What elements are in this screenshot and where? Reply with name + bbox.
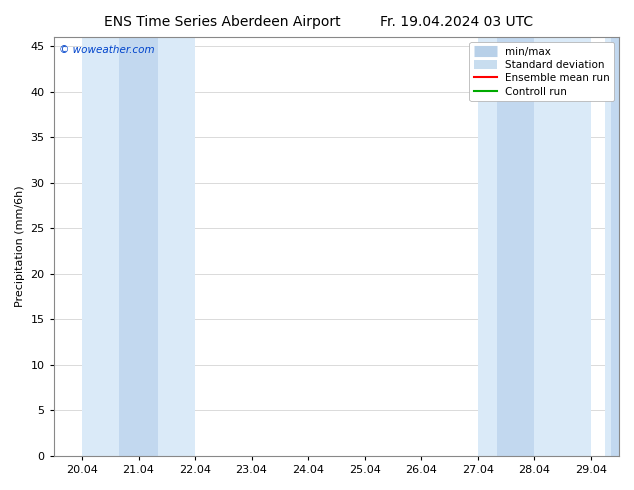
Bar: [498, 37, 534, 456]
Text: ENS Time Series Aberdeen Airport: ENS Time Series Aberdeen Airport: [103, 15, 340, 29]
Bar: [611, 37, 633, 456]
Bar: [605, 37, 633, 456]
Bar: [477, 37, 591, 456]
Y-axis label: Precipitation (mm/6h): Precipitation (mm/6h): [15, 186, 25, 307]
Text: Fr. 19.04.2024 03 UTC: Fr. 19.04.2024 03 UTC: [380, 15, 533, 29]
Bar: [119, 37, 158, 456]
Bar: [82, 37, 195, 456]
Legend: min/max, Standard deviation, Ensemble mean run, Controll run: min/max, Standard deviation, Ensemble me…: [469, 42, 614, 101]
Text: © woweather.com: © woweather.com: [60, 46, 155, 55]
